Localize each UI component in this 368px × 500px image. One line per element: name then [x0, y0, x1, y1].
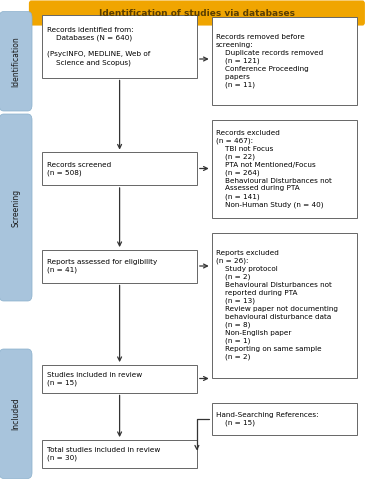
Text: Records identified from:
    Databases (N = 640)

(PsycINFO, MEDLINE, Web of
   : Records identified from: Databases (N = …	[47, 27, 150, 66]
FancyBboxPatch shape	[42, 15, 197, 78]
Text: Hand-Searching References:
    (n = 15): Hand-Searching References: (n = 15)	[216, 412, 319, 426]
Text: Included: Included	[11, 398, 20, 430]
Text: Studies included in review
(n = 15): Studies included in review (n = 15)	[47, 372, 142, 386]
Text: Records screened
(n = 508): Records screened (n = 508)	[47, 162, 111, 176]
FancyBboxPatch shape	[29, 1, 364, 25]
FancyBboxPatch shape	[0, 349, 32, 478]
Text: Identification: Identification	[11, 36, 20, 86]
FancyBboxPatch shape	[212, 232, 357, 378]
FancyBboxPatch shape	[0, 12, 32, 111]
FancyBboxPatch shape	[42, 250, 197, 282]
FancyBboxPatch shape	[212, 402, 357, 435]
Text: Reports excluded
(n = 26):
    Study protocol
    (n = 2)
    Behavioural Distur: Reports excluded (n = 26): Study protoco…	[216, 250, 338, 360]
FancyBboxPatch shape	[212, 18, 357, 105]
Text: Records removed before
screening:
    Duplicate records removed
    (n = 121)
  : Records removed before screening: Duplic…	[216, 34, 323, 88]
FancyBboxPatch shape	[42, 152, 197, 185]
FancyBboxPatch shape	[0, 114, 32, 301]
FancyBboxPatch shape	[42, 440, 197, 468]
Text: Identification of studies via databases: Identification of studies via databases	[99, 8, 295, 18]
FancyBboxPatch shape	[42, 365, 197, 392]
Text: Records excluded
(n = 467):
    TBI not Focus
    (n = 22)
    PTA not Mentioned: Records excluded (n = 467): TBI not Focu…	[216, 130, 332, 208]
Text: Total studies included in review
(n = 30): Total studies included in review (n = 30…	[47, 446, 160, 461]
Text: Reports assessed for eligibility
(n = 41): Reports assessed for eligibility (n = 41…	[47, 259, 157, 274]
Text: Screening: Screening	[11, 188, 20, 226]
FancyBboxPatch shape	[212, 120, 357, 218]
